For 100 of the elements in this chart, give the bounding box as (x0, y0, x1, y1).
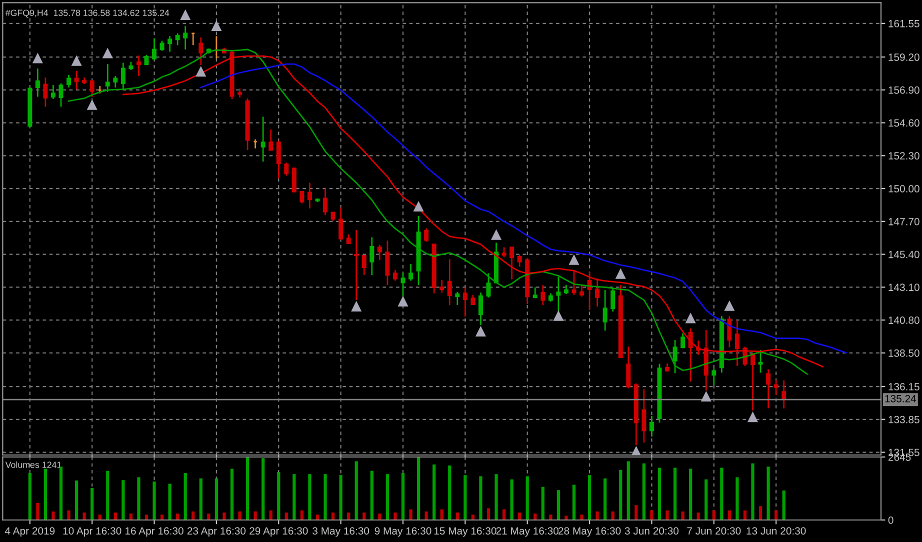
y-tick-label: 145.40 (888, 250, 920, 258)
x-tick-label: 9 May 16:30 (374, 527, 432, 537)
bar (214, 478, 218, 520)
bar (728, 510, 731, 520)
point (491, 230, 502, 240)
bar (471, 514, 474, 520)
y-tick-label: 138.50 (888, 349, 920, 357)
bar (494, 474, 498, 520)
x-tick-label: 10 Apr 16:30 (63, 527, 122, 537)
bar (74, 480, 78, 520)
y-tick-label: 152.30 (888, 152, 920, 160)
bar (222, 512, 226, 520)
y-tick-label: 161.55 (888, 20, 920, 28)
bar (230, 468, 234, 520)
bar (626, 461, 630, 520)
bar (409, 509, 412, 520)
bar (704, 479, 708, 520)
bar (720, 468, 724, 520)
line-series (200, 63, 847, 354)
point (87, 100, 97, 110)
y-tick-label: 143.10 (888, 284, 920, 292)
bar (347, 512, 350, 520)
bar (782, 490, 786, 520)
bar (44, 468, 48, 520)
x-tick-label: 28 May 16:30 (558, 527, 621, 537)
x-tick-label: 3 Jun 20:30 (624, 527, 679, 535)
y-tick-label: 150.00 (888, 185, 920, 192)
bar (416, 457, 420, 520)
bar (689, 468, 692, 520)
bar (549, 514, 552, 520)
candlestick (292, 168, 296, 192)
bar (52, 511, 55, 520)
point (724, 301, 734, 311)
point (351, 302, 362, 312)
point (701, 392, 711, 402)
point (631, 446, 642, 455)
bar (269, 510, 272, 520)
y-tick-label: 154.60 (888, 119, 920, 127)
bar (144, 514, 148, 520)
bar (556, 490, 560, 520)
bar (424, 511, 428, 520)
bar (766, 466, 770, 520)
x-tick-label: 7 Jun 20:30 (687, 527, 741, 535)
bar (394, 512, 397, 520)
text: #GFQ9,H4 135.78 136.58 134.62 135.24 (5, 10, 170, 18)
point (196, 66, 206, 77)
bar (681, 511, 684, 520)
point (616, 269, 626, 279)
bar (736, 477, 739, 520)
bar (751, 463, 754, 520)
bar (300, 510, 304, 520)
point (398, 296, 408, 306)
bar (28, 473, 32, 520)
bar (619, 470, 622, 520)
y-tick-label: 133.85 (888, 416, 920, 424)
point (748, 412, 758, 422)
bar (432, 464, 436, 520)
bar (98, 514, 102, 520)
x-tick-label: 23 Apr 16:30 (187, 527, 246, 537)
bar (642, 463, 646, 520)
point (554, 311, 564, 321)
x-tick-label: 16 Apr 16:30 (126, 527, 184, 537)
bar (604, 478, 607, 520)
bar (743, 510, 747, 520)
bar (440, 509, 444, 520)
point (212, 21, 222, 32)
bar (696, 512, 700, 520)
point (72, 56, 82, 66)
bar (262, 458, 265, 520)
bar (479, 476, 482, 520)
bar (541, 486, 544, 520)
bar (378, 514, 382, 520)
bar (176, 514, 180, 520)
bar (486, 508, 490, 520)
bar (129, 514, 132, 520)
bar (386, 474, 389, 520)
bar (324, 474, 327, 520)
bar (510, 479, 514, 520)
bar (650, 510, 654, 520)
bar (518, 512, 522, 520)
bar (254, 511, 257, 520)
bar (401, 473, 405, 520)
bar (199, 478, 202, 520)
bar (36, 502, 40, 520)
bar (712, 510, 716, 520)
bar (502, 509, 506, 520)
point (180, 10, 190, 20)
y-tick-label: 0 (888, 516, 894, 524)
bar (284, 512, 288, 520)
bar (634, 505, 638, 520)
bar (292, 474, 296, 520)
x-tick-label: 29 Apr 16:30 (250, 527, 308, 537)
bar (82, 512, 86, 520)
bar (611, 511, 614, 520)
bar (572, 484, 576, 520)
bar (308, 474, 312, 520)
bar (362, 512, 366, 520)
bar (207, 514, 210, 520)
bar (564, 516, 568, 520)
bar (774, 510, 778, 520)
